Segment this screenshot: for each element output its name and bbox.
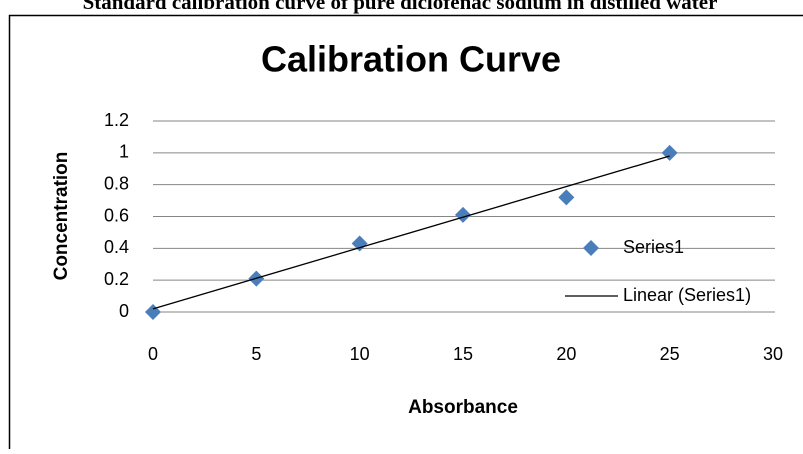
x-tick-label: 5 [251,344,261,364]
x-tick-label: 0 [148,344,158,364]
data-point [558,189,574,205]
y-tick-label: 0.4 [104,237,129,257]
chart-frame [10,16,803,450]
legend-label: Series1 [623,237,684,257]
y-tick-label: 1.2 [104,110,129,130]
caption: Standard calibration curve of pure diclo… [83,0,718,14]
data-point [145,304,161,320]
x-tick-label: 20 [556,344,576,364]
data-point [662,145,678,161]
x-tick-label: 30 [763,344,783,364]
y-tick-label: 0.6 [104,205,129,225]
x-axis-label: Absorbance [408,397,518,418]
y-axis-label: Concentration [51,152,72,281]
legend-swatch [583,240,599,256]
trendline [153,156,670,309]
x-tick-label: 15 [453,344,473,364]
chart-title: Calibration Curve [261,39,561,80]
y-tick-label: 0.2 [104,269,129,289]
x-tick-label: 25 [660,344,680,364]
y-tick-label: 0.8 [104,173,129,193]
legend-label: Linear (Series1) [623,285,751,305]
y-tick-label: 1 [119,142,129,162]
y-tick-label: 0 [119,301,129,321]
x-tick-label: 10 [350,344,370,364]
